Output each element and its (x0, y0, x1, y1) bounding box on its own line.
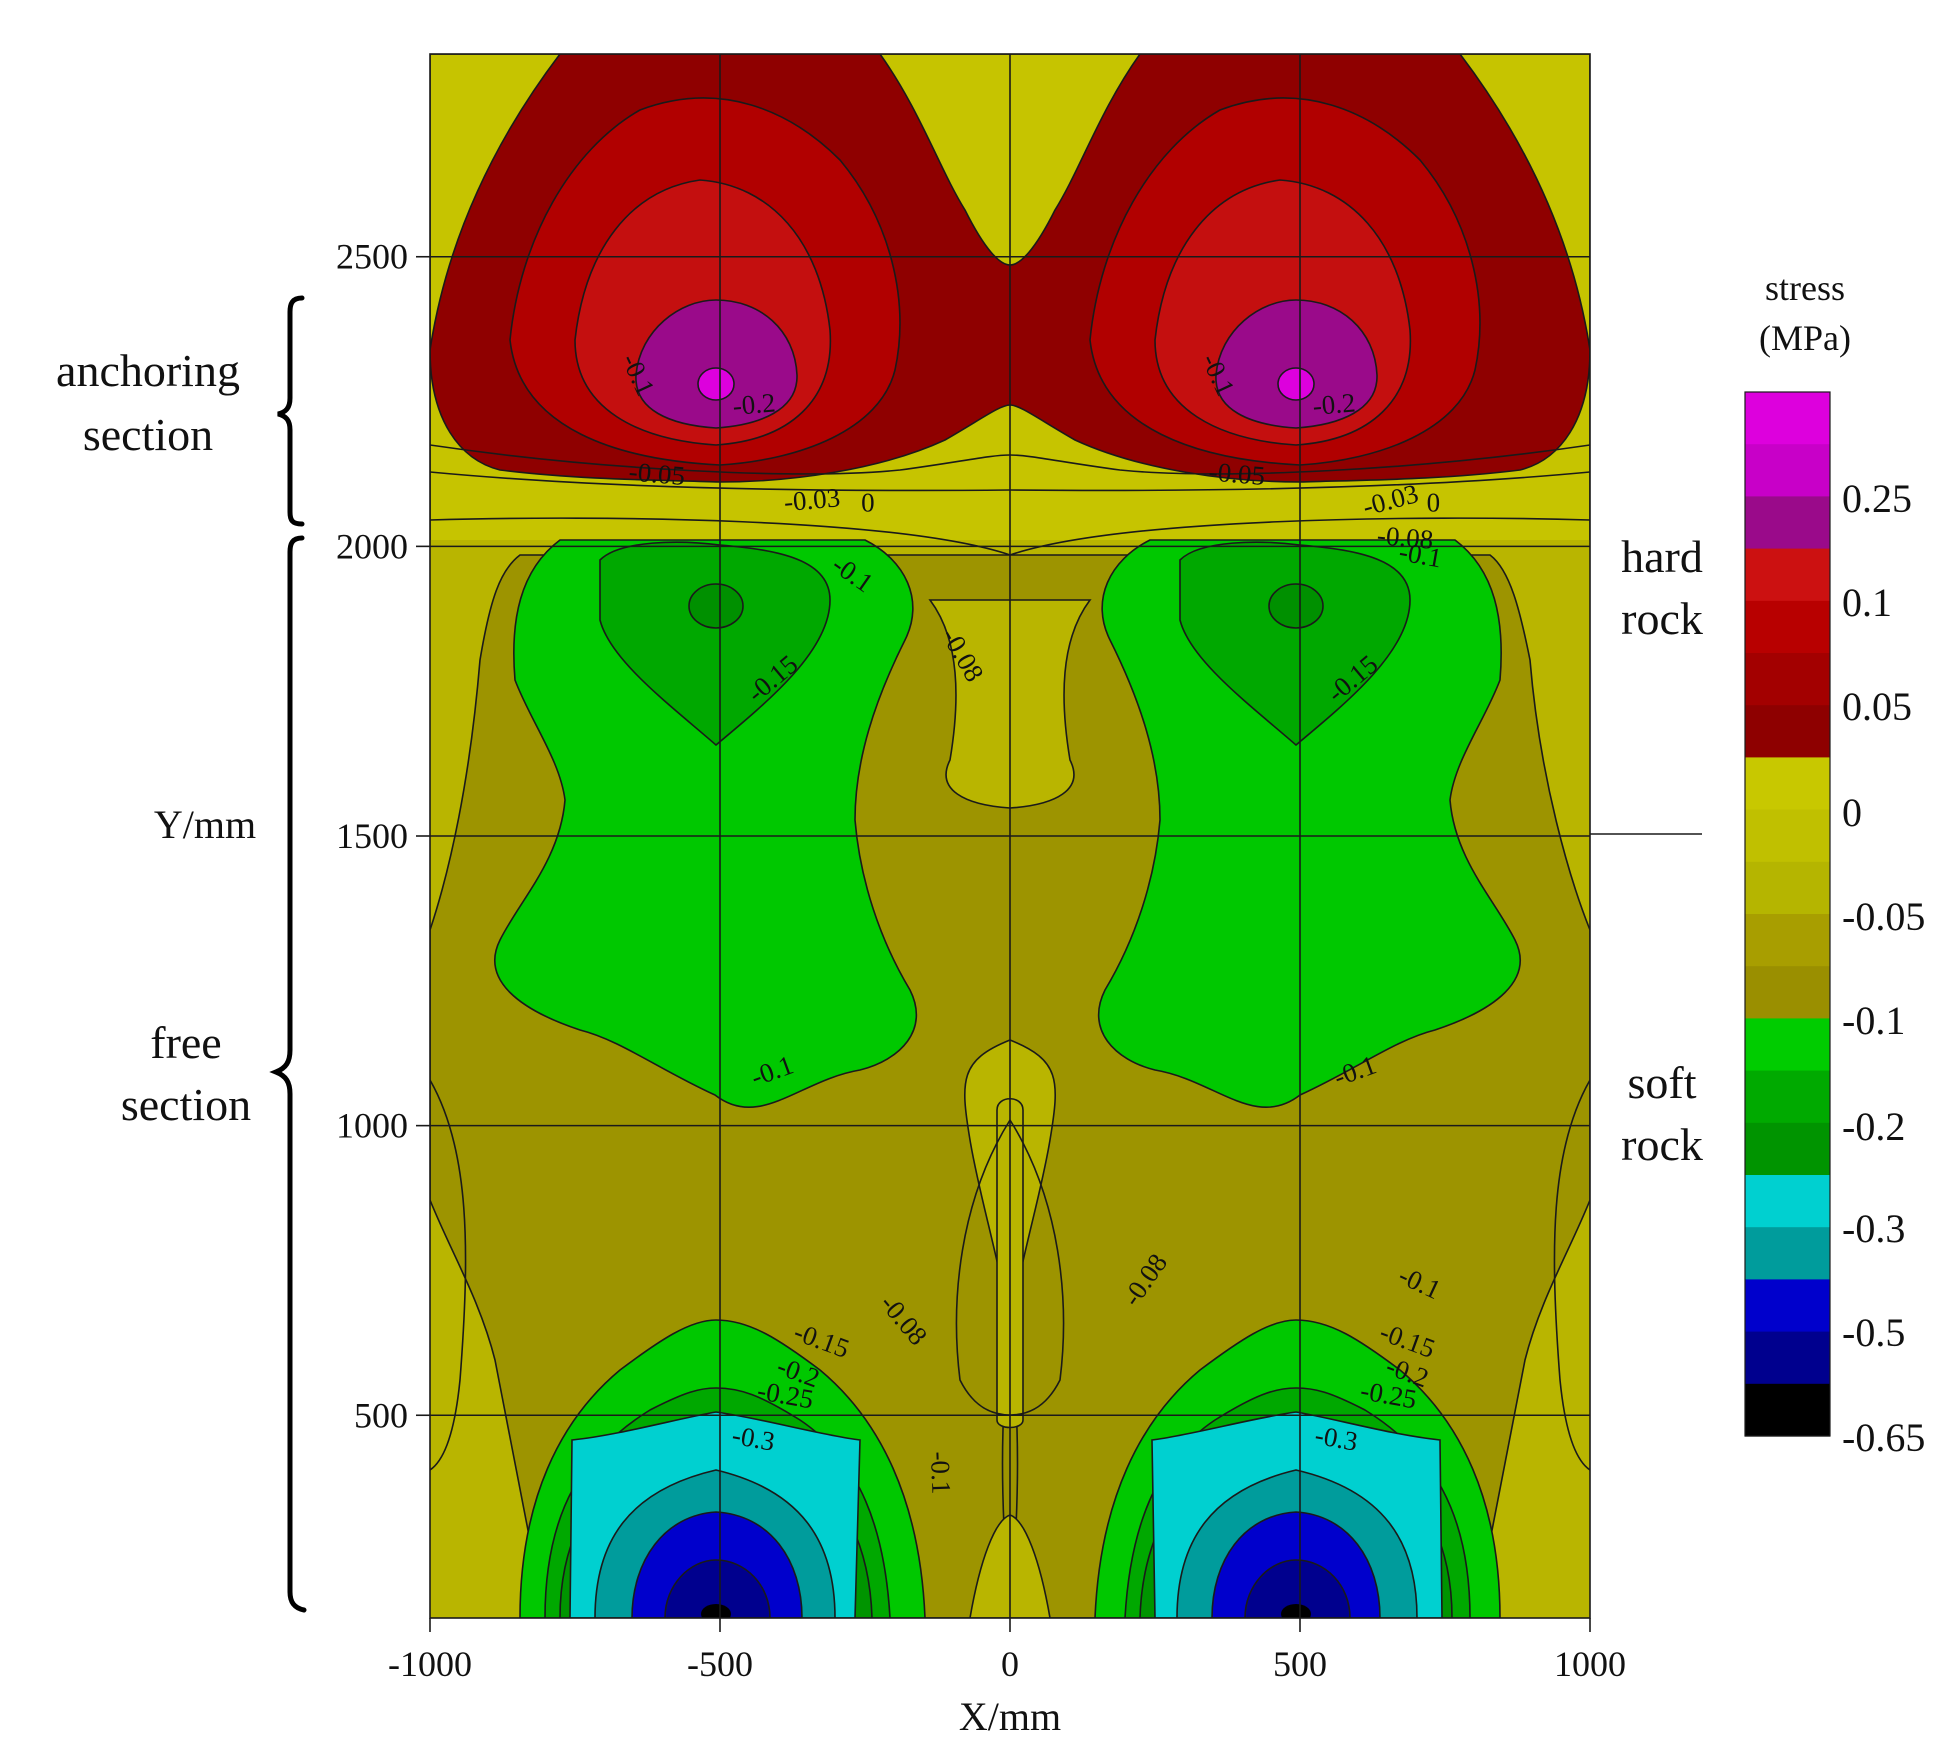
region-bottom-navy-left (664, 1559, 771, 1618)
colorbar-tick-label: -0.05 (1842, 894, 1925, 939)
soft-rock-label-line2: rock (1621, 1119, 1703, 1170)
y-tick-label: 500 (354, 1395, 408, 1435)
y-tick-label: 1000 (336, 1106, 408, 1146)
y-axis-title: Y/mm (154, 802, 256, 847)
y-tick-label: 2000 (336, 526, 408, 566)
contour-side-left (430, 1079, 467, 1471)
colorbar-title-line2: (MPa) (1759, 318, 1851, 358)
anchoring-label-line1: anchoring (56, 345, 240, 396)
colorbar-swatch (1745, 444, 1830, 497)
colorbar-swatch (1745, 966, 1830, 1019)
colorbar-title-line1: stress (1765, 268, 1845, 308)
colorbar-tick-label: -0.3 (1842, 1206, 1905, 1251)
free-section-brace (269, 535, 307, 1613)
contour-label: -0.03 (783, 482, 842, 517)
contour-label: 0 (861, 488, 875, 518)
colorbar-tick-label: 0.1 (1842, 580, 1892, 625)
anchoring-section-brace (277, 295, 305, 527)
x-tick-label: -500 (687, 1644, 753, 1684)
region-anchor-purple-left (635, 299, 798, 429)
y-axis-ticks: 500 1000 1500 2000 2500 (336, 237, 430, 1435)
colorbar-tick-label: -0.2 (1842, 1104, 1905, 1149)
colorbar-border (1744, 391, 1831, 1437)
colorbar-swatch (1745, 757, 1830, 811)
colorbar-swatch (1745, 1070, 1830, 1124)
colorbar-swatch (1745, 392, 1830, 445)
contour-label: -0.3 (730, 1420, 777, 1457)
y-tick-label: 2500 (336, 237, 408, 277)
colorbar-tick-label: 0 (1842, 790, 1862, 835)
hard-rock-label-line2: rock (1621, 593, 1703, 644)
colorbar-swatch (1745, 548, 1830, 602)
colorbar-tick-label: 0.25 (1842, 476, 1912, 521)
colorbar (1744, 391, 1831, 1437)
region-dark-green-left (599, 541, 831, 747)
y-tick-label: 1500 (336, 816, 408, 856)
x-tick-label: -1000 (388, 1644, 472, 1684)
region-anchor-magenta-left (697, 367, 735, 401)
x-tick-label: 500 (1273, 1644, 1327, 1684)
colorbar-swatch (1745, 496, 1830, 550)
colorbar-tick-label: 0.05 (1842, 684, 1912, 729)
colorbar-swatch (1745, 1175, 1830, 1228)
hard-rock-label-line1: hard (1621, 531, 1703, 582)
x-tick-label: 1000 (1554, 1644, 1626, 1684)
region-anchor-magenta-right (1277, 367, 1315, 401)
colorbar-swatch (1745, 1279, 1830, 1333)
colorbar-swatch (1745, 600, 1830, 654)
colorbar-swatch (1745, 1383, 1830, 1437)
region-bottom-black-right (1281, 1604, 1311, 1618)
colorbar-swatch (1745, 705, 1830, 758)
region-bottom-black-left (701, 1604, 731, 1618)
x-axis-title: X/mm (959, 1694, 1061, 1739)
contour-field (430, 54, 1590, 1618)
colorbar-tick-label: -0.5 (1842, 1310, 1905, 1355)
free-label-line1: free (150, 1017, 221, 1068)
x-axis-ticks: -1000 -500 0 500 1000 (388, 1618, 1626, 1684)
grid-lines (430, 54, 1590, 1618)
colorbar-tick-labels: 0.25 0.1 0.05 0 -0.05 -0.1 -0.2 -0.3 -0.5 -0.65 (1842, 476, 1925, 1460)
contour-label: -0.08 (1376, 520, 1435, 555)
colorbar-swatch (1745, 1331, 1830, 1385)
contour-label: -0.05 (1208, 456, 1267, 491)
contour-label: -0.2 (1311, 387, 1356, 421)
colorbar-swatch (1745, 1227, 1830, 1280)
colorbar-swatch (1745, 653, 1830, 706)
colorbar-swatch (1745, 1018, 1830, 1072)
region-darkest-green-right (1268, 583, 1324, 629)
colorbar-swatch (1745, 861, 1830, 915)
x-tick-label: 0 (1001, 1644, 1019, 1684)
region-anchor-purple-right (1215, 299, 1378, 429)
contour-label: -0.2 (731, 387, 776, 421)
contour-label: -0.1 (925, 1451, 956, 1495)
free-label-line2: section (121, 1079, 251, 1130)
colorbar-swatch (1745, 1122, 1830, 1176)
contour-label: -0.05 (628, 456, 687, 491)
contour-label: 0 (1427, 488, 1441, 518)
colorbar-swatch (1745, 914, 1830, 967)
contour-label: -0.3 (1313, 1420, 1360, 1457)
region-darkest-green-left (688, 583, 744, 629)
colorbar-swatch (1745, 809, 1830, 863)
colorbar-tick-label: -0.1 (1842, 998, 1905, 1043)
contour-side-right (1553, 1079, 1590, 1471)
region-bottom-navy-right (1244, 1559, 1351, 1618)
region-dark-green-right (1179, 541, 1411, 747)
colorbar-tick-label: -0.65 (1842, 1415, 1925, 1460)
anchoring-label-line2: section (83, 409, 213, 460)
contour-label: -0.1 (1397, 536, 1444, 573)
soft-rock-label-line1: soft (1628, 1057, 1697, 1108)
